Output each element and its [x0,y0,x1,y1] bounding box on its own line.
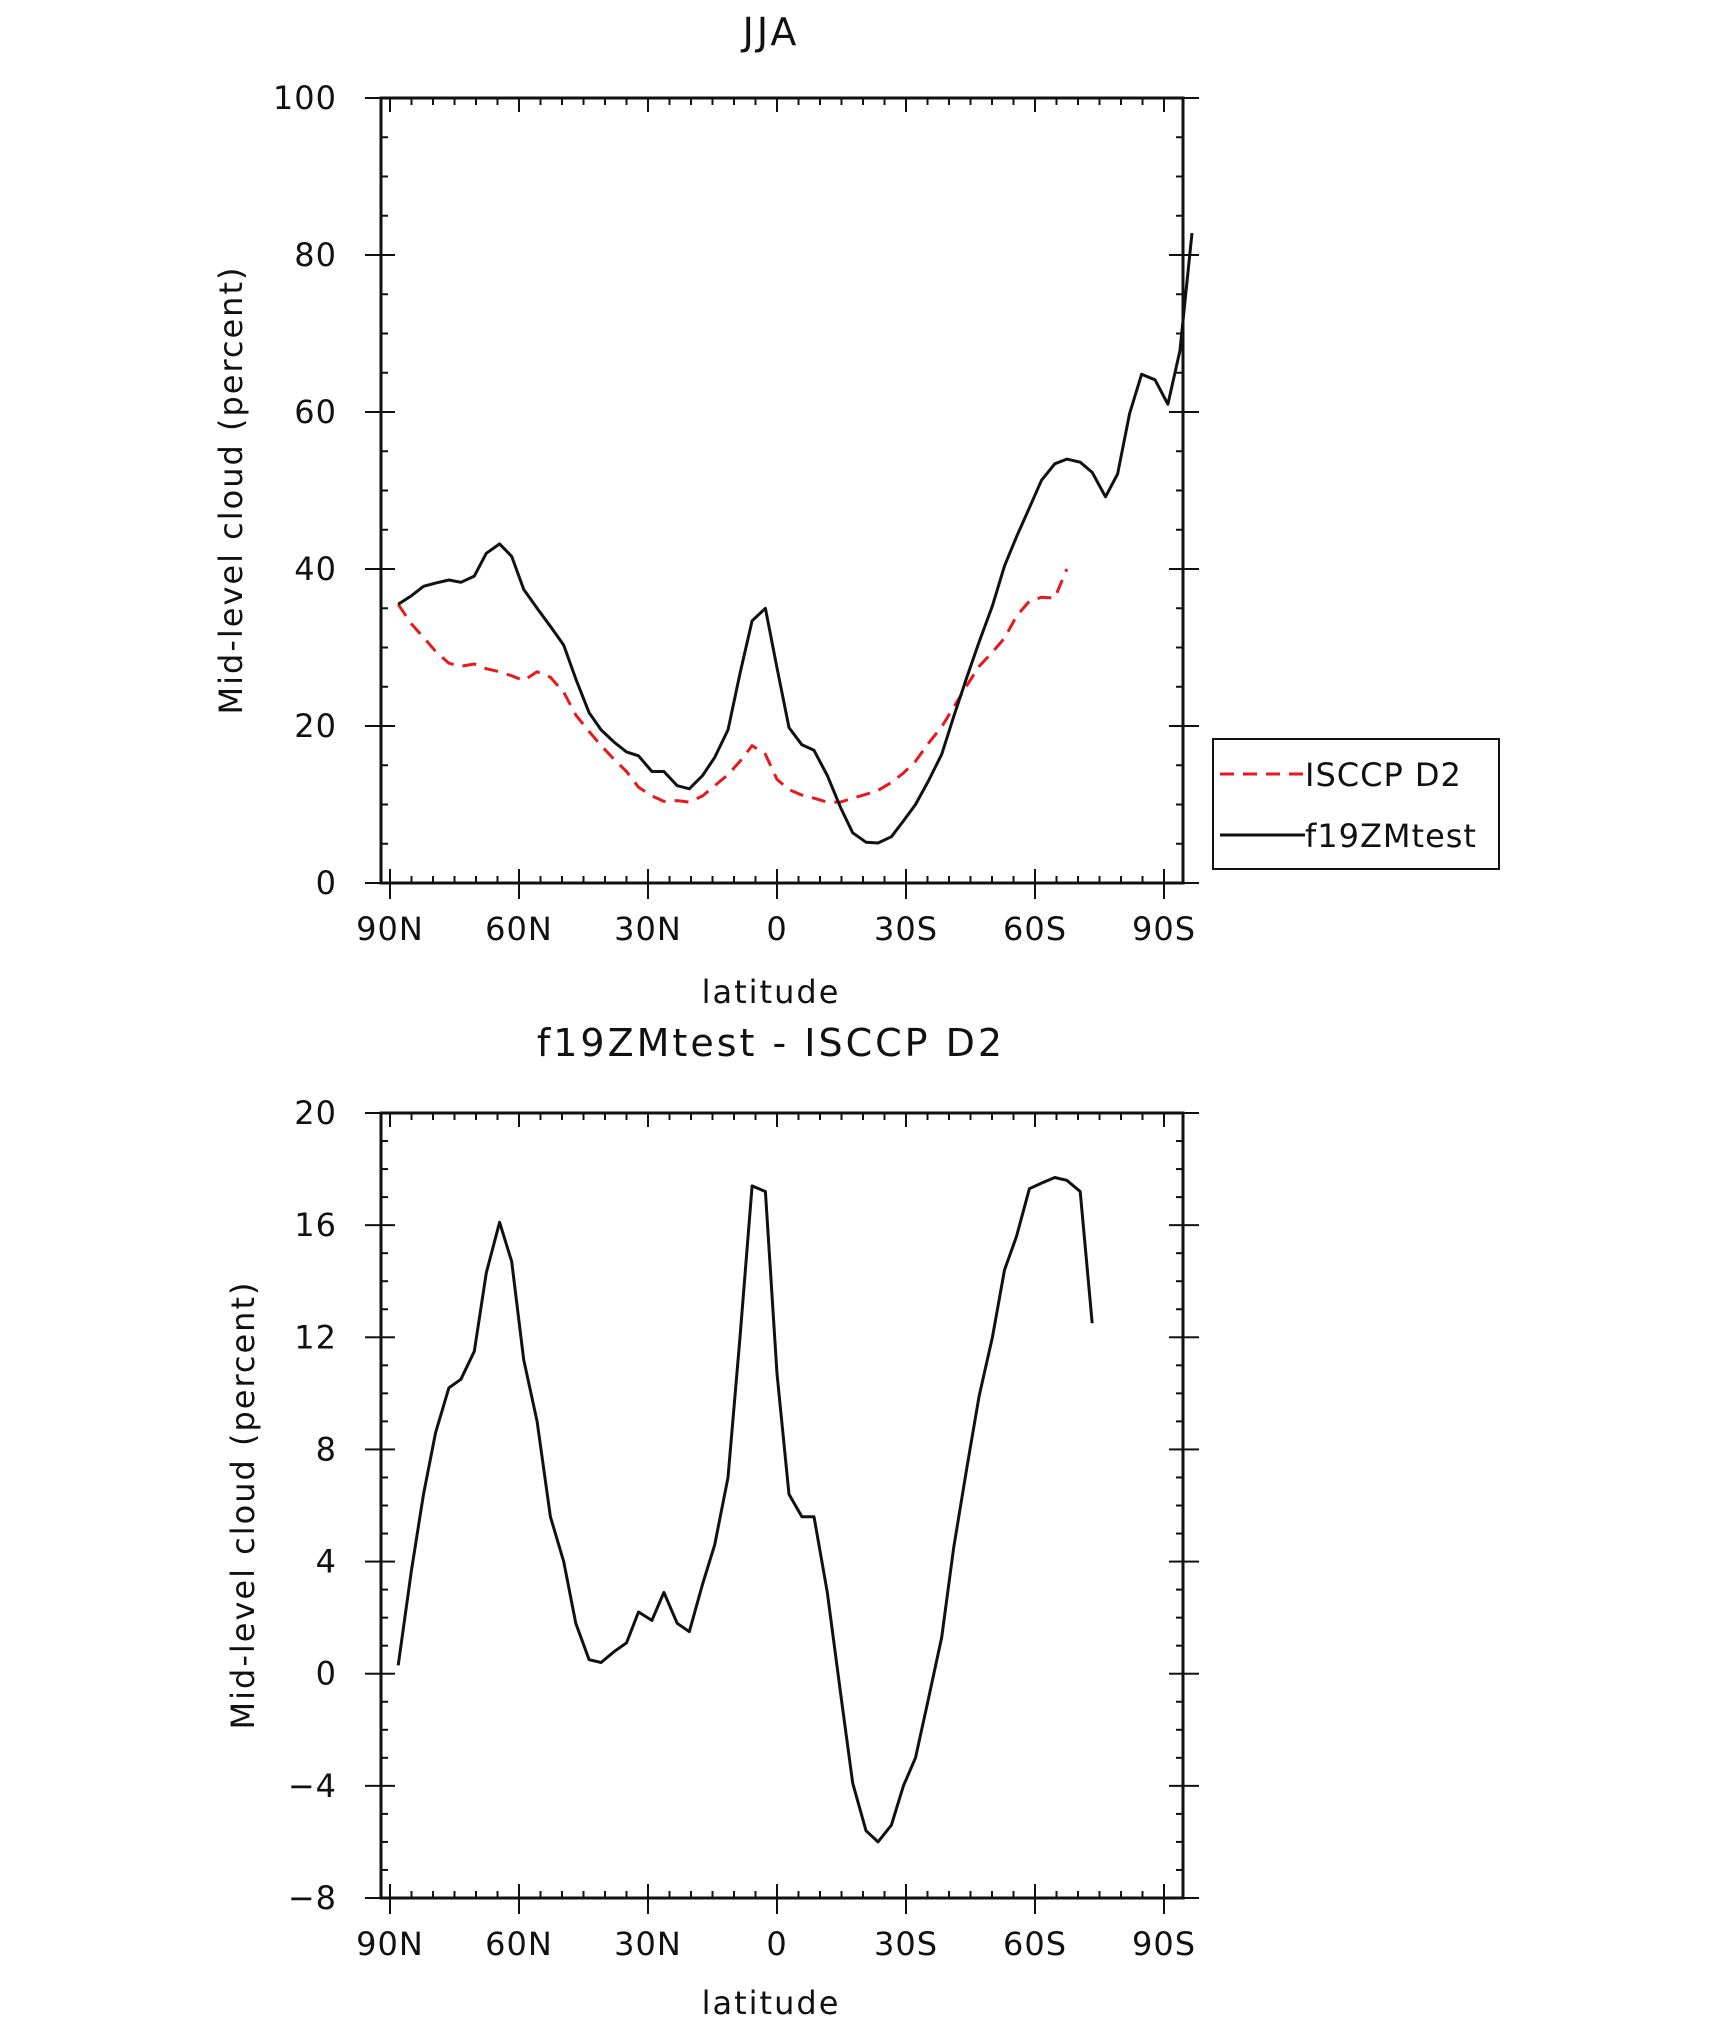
top-series-line-1 [397,232,1194,845]
bottom-y-axis-label: Mid-level cloud (percent) [224,1281,262,1730]
top-x-tick-label: 30S [874,910,938,948]
top-chart-title: JJA [741,10,800,54]
top-x-tick-label: 0 [766,910,787,948]
legend-box [1212,738,1500,870]
legend: ISCCP D2 f19ZMtest [1212,738,1500,870]
top-series-line-0 [396,568,1069,804]
top-y-tick-label: 60 [294,393,337,431]
bottom-plot-area: 90N 60N 30N 0 30S 60S 90S −8 −4 0 4 8 12 16 20 [288,1094,1199,1963]
bottom-x-tick-label: 90N [356,1925,424,1963]
top-plot-area: 90N 60N 30N 0 30S 60S 90S 0 20 40 60 80 100 [273,79,1199,948]
bottom-y-tick-label: 4 [316,1543,337,1581]
bottom-x-tick-label: 0 [766,1925,787,1963]
bottom-y-tick-label: −8 [288,1879,337,1917]
top-x-tick-label: 90N [356,910,424,948]
bottom-y-tick-label: 16 [294,1206,337,1244]
bottom-y-tick-label: 0 [316,1655,337,1693]
bottom-x-axis-label: latitude [702,1984,841,2021]
top-x-tick-label: 90S [1132,910,1196,948]
bottom-y-tick-label: −4 [288,1767,337,1805]
top-y-tick-label: 20 [294,707,337,745]
bottom-series-line-0 [396,1176,1094,1844]
bottom-x-tick-label: 60N [485,1925,553,1963]
bottom-chart-title: f19ZMtest - ISCCP D2 [537,1021,1005,1065]
top-plot-frame [379,96,1185,885]
top-x-tick-label: 60S [1003,910,1067,948]
top-y-tick-label: 100 [273,79,337,117]
top-y-axis-label: Mid-level cloud (percent) [212,266,250,715]
bottom-x-tick-label: 30N [614,1925,682,1963]
top-panel: JJA 90N 60N 30N 0 30S 60S 90S 0 20 40 60 80 100 lati… [212,10,1500,1011]
top-x-axis-label: latitude [702,973,841,1011]
top-y-tick-label: 40 [294,550,337,588]
bottom-y-tick-label: 8 [316,1430,337,1468]
bottom-x-tick-label: 30S [874,1925,938,1963]
top-x-tick-label: 30N [614,910,682,948]
top-x-tick-label: 60N [485,910,553,948]
bottom-y-tick-label: 12 [294,1318,337,1356]
bottom-panel: f19ZMtest - ISCCP D2 90N 60N 30N 0 30S 60S 90S… [224,1021,1199,2021]
bottom-y-tick-label: 20 [294,1094,337,1132]
top-y-tick-label: 80 [294,236,337,274]
legend-label-isccp: ISCCP D2 [1305,756,1462,794]
bottom-x-tick-label: 60S [1003,1925,1067,1963]
top-y-tick-label: 0 [316,864,337,902]
bottom-x-tick-label: 90S [1132,1925,1196,1963]
legend-label-f19zmtest: f19ZMtest [1305,817,1477,855]
